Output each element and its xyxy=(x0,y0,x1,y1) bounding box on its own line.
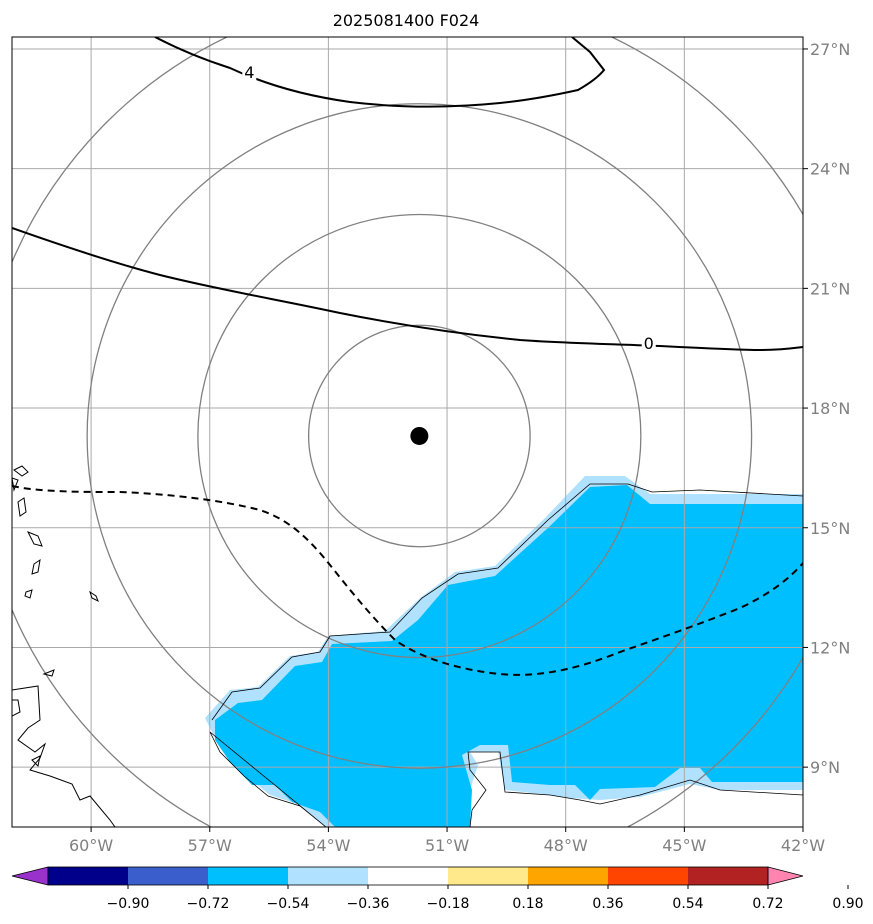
lat-tick-label-5: 24°N xyxy=(810,160,850,179)
contour-4 xyxy=(154,37,606,108)
colorbar-tick-label-7: 0.54 xyxy=(672,896,703,912)
coastline-island-10 xyxy=(31,755,41,768)
coastline-island-8 xyxy=(89,590,99,603)
colorbar-segment-1 xyxy=(48,867,128,885)
lat-tick-label-0: 9°N xyxy=(810,758,840,777)
colorbar-segment-5 xyxy=(368,867,448,885)
colorbar-frame xyxy=(47,866,769,886)
contour-0 xyxy=(12,227,803,352)
coastline-island-2 xyxy=(13,465,29,477)
map-border xyxy=(11,36,804,828)
colorbar-segment-4 xyxy=(288,867,368,885)
coastline-south-american xyxy=(12,685,116,827)
longitude-axis: 60°W 57°W 54°W 51°W 48°W 45°W 42°W xyxy=(69,827,825,855)
contour-label-bg-0 xyxy=(242,62,257,81)
colorbar-segment-2 xyxy=(128,867,208,885)
range-ring-2 xyxy=(197,213,642,659)
lon-tick-label-0: 60°W xyxy=(69,836,113,855)
colorbar-tick-label-3: −0.36 xyxy=(347,896,390,912)
colorbar-segment-3 xyxy=(208,867,288,885)
coastline-island-9 xyxy=(42,669,55,677)
lon-tick-label-4: 48°W xyxy=(544,836,588,855)
lon-tick-label-5: 45°W xyxy=(662,836,706,855)
contour-labels: 40 xyxy=(242,62,656,353)
coastline-shading-edge xyxy=(209,483,803,827)
colorbar-tick-label-1: −0.72 xyxy=(187,896,230,912)
lon-tick-label-2: 54°W xyxy=(306,836,350,855)
colorbar-extend-low xyxy=(11,866,49,886)
colorbar-tick-label-9: 0.90 xyxy=(832,896,863,912)
colorbar: −0.90 −0.72 −0.54 −0.36 −0.18 0.18 0.36 0.54 0.7… xyxy=(11,866,864,912)
colorbar-tick-label-0: −0.90 xyxy=(107,896,150,912)
storm-center-marker xyxy=(410,426,429,445)
lon-tick-label-6: 42°W xyxy=(781,836,825,855)
coastline-island-1 xyxy=(12,699,21,717)
plot-title: 2025081400 F024 xyxy=(333,11,480,30)
range-rings xyxy=(12,37,803,827)
coastline-island-5 xyxy=(26,531,43,547)
lon-tick-label-1: 57°W xyxy=(188,836,232,855)
contour-label-1: 0 xyxy=(644,334,654,353)
contour-negative xyxy=(12,485,803,676)
colorbar-tick-label-4: −0.18 xyxy=(427,896,470,912)
contour-lines xyxy=(12,37,803,676)
colorbar-extend-high xyxy=(767,866,804,886)
contour-label-bg-1 xyxy=(641,334,656,353)
lat-tick-label-1: 12°N xyxy=(810,638,850,657)
colorbar-tick-label-6: 0.36 xyxy=(592,896,623,912)
lat-tick-label-4: 21°N xyxy=(810,279,850,298)
shading-core xyxy=(215,485,803,827)
colorbar-segment-8 xyxy=(608,867,688,885)
range-ring-1 xyxy=(307,324,531,548)
contour-label-0: 4 xyxy=(244,63,254,82)
colorbar-tick-label-2: −0.54 xyxy=(267,896,310,912)
range-ring-3 xyxy=(86,103,753,769)
colorbar-tick-label-5: 0.18 xyxy=(512,896,543,912)
lat-tick-label-2: 15°N xyxy=(810,519,850,538)
colorbar-segment-6 xyxy=(448,867,528,885)
anomaly-shading xyxy=(205,476,803,827)
coastline-island-4 xyxy=(17,497,27,517)
coastlines xyxy=(12,465,803,827)
colorbar-segment-7 xyxy=(528,867,608,885)
coastline-island-3 xyxy=(12,477,19,492)
colorbar-segment-9 xyxy=(688,867,768,885)
coastline-island-7 xyxy=(24,589,33,599)
gridlines xyxy=(12,37,803,827)
coastline-island-6 xyxy=(31,558,41,575)
lat-tick-label-3: 18°N xyxy=(810,399,850,418)
latitude-axis: 9°N 12°N 15°N 18°N 21°N 24°N 27°N xyxy=(803,40,850,777)
map-area: 40 xyxy=(12,37,803,827)
lon-tick-label-3: 51°W xyxy=(425,836,469,855)
lat-tick-label-6: 27°N xyxy=(810,40,850,59)
colorbar-tick-label-8: 0.72 xyxy=(752,896,783,912)
